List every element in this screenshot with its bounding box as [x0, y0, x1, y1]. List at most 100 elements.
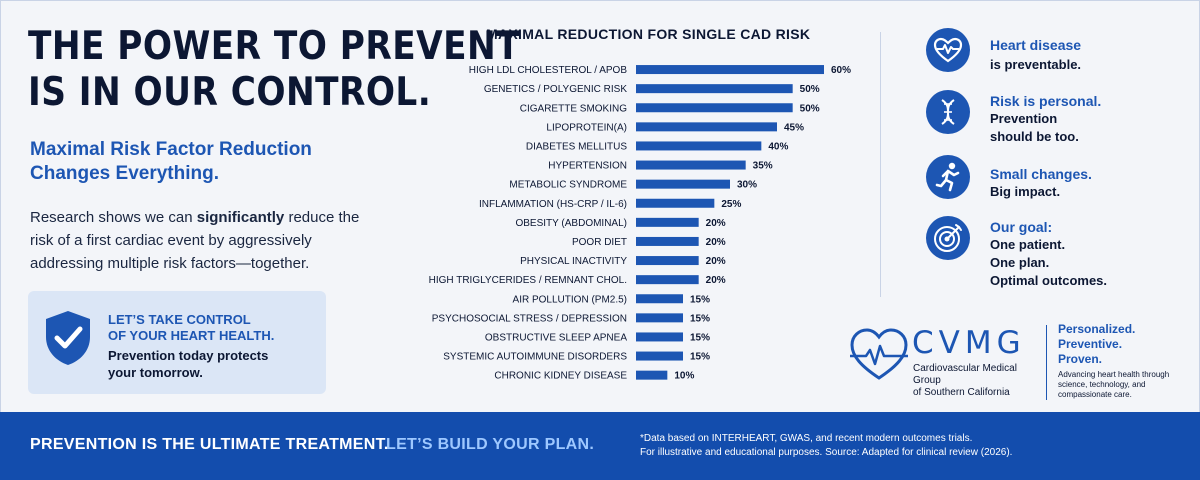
message-risk-personal: Risk is personal. Prevention should be t…	[926, 90, 1186, 148]
message-heart-disease: Heart disease is preventable.	[926, 28, 1186, 78]
value-label: 15%	[690, 313, 710, 324]
bar	[636, 236, 699, 246]
category-label: GENETICS / POLYGENIC RISK	[484, 84, 628, 95]
callout-title-line-2: OF YOUR HEART HEALTH.	[108, 328, 275, 343]
tagline-2: Preventive.	[1058, 337, 1123, 351]
value-label: 45%	[784, 122, 804, 133]
target-icon	[926, 216, 970, 260]
message-line: Big impact.	[990, 184, 1061, 199]
column-divider	[880, 32, 881, 297]
message-small-changes: Small changes. Big impact.	[926, 155, 1186, 203]
footer-banner: PREVENTION IS THE ULTIMATE TREATMENT. LE…	[0, 412, 1200, 480]
headline-line-2: IS IN OUR CONTROL.	[28, 70, 432, 115]
brand-subtitle-line-1: Cardiovascular Medical Group	[913, 363, 1017, 386]
runner-icon	[926, 155, 970, 199]
tagline-1: Personalized.	[1058, 322, 1136, 336]
body-text-start: Research shows we can	[30, 209, 197, 226]
message-title: Small changes.	[990, 166, 1092, 182]
callout-title: LET’S TAKE CONTROL OF YOUR HEART HEALTH.	[108, 312, 318, 344]
brand-divider	[1046, 325, 1047, 400]
value-label: 15%	[690, 332, 710, 343]
heart-pulse-icon	[926, 28, 970, 72]
cvmg-logo-heart-icon	[850, 328, 908, 380]
body-text: Research shows we can significantly redu…	[30, 206, 360, 275]
message-title: Heart disease	[990, 37, 1082, 53]
message-line: One patient.	[990, 237, 1066, 252]
bar	[636, 217, 699, 227]
headline: THE POWER TO PREVENT IS IN OUR CONTROL.	[28, 24, 520, 116]
category-label: CHRONIC KIDNEY DISEASE	[494, 371, 627, 382]
footer-note-line-1: *Data based on INTERHEART, GWAS, and rec…	[640, 433, 973, 444]
callout-card: LET’S TAKE CONTROL OF YOUR HEART HEALTH.…	[28, 291, 326, 394]
category-label: HIGH LDL CHOLESTEROL / APOB	[469, 65, 628, 76]
value-label: 15%	[690, 352, 710, 363]
brand-subtitle: Cardiovascular Medical Group of Southern…	[913, 363, 1043, 399]
category-label: METABOLIC SYNDROME	[509, 180, 627, 191]
bar	[636, 179, 730, 189]
value-label: 20%	[706, 237, 726, 248]
message-our-goal: Our goal: One patient. One plan. Optimal…	[926, 216, 1186, 290]
value-label: 40%	[768, 141, 788, 152]
callout-title-line-1: LET’S TAKE CONTROL	[108, 312, 251, 327]
category-label: OBESITY (ABDOMINAL)	[515, 218, 627, 229]
body-text-emphasis: significantly	[196, 209, 285, 226]
value-label: 60%	[831, 65, 851, 76]
message-line: should be too.	[990, 129, 1079, 144]
bar	[636, 160, 746, 170]
message-title: Our goal:	[990, 219, 1053, 235]
bar	[636, 294, 683, 304]
category-label: LIPOPROTEIN(A)	[546, 122, 627, 133]
brand-description: Advancing heart health through science, …	[1058, 370, 1188, 400]
dna-icon	[926, 90, 970, 134]
chart-title: MAXIMAL REDUCTION FOR SINGLE CAD RISK	[486, 26, 811, 42]
footer-cta: LET’S BUILD YOUR PLAN.	[386, 436, 595, 453]
footer-note-line-2: For illustrative and educational purpose…	[640, 447, 1013, 458]
category-label: DIABETES MELLITUS	[526, 141, 627, 152]
value-label: 20%	[706, 218, 726, 229]
category-label: INFLAMMATION (HS-CRP / IL-6)	[479, 199, 627, 210]
bar	[636, 351, 683, 361]
category-label: OBSTRUCTIVE SLEEP APNEA	[485, 332, 627, 343]
bar	[636, 275, 699, 285]
category-label: AIR POLLUTION (PM2.5)	[513, 294, 627, 305]
bar	[636, 332, 683, 342]
callout-text-line-1: Prevention today protects	[108, 348, 269, 363]
brand-tagline: Personalized. Preventive. Proven.	[1058, 322, 1188, 367]
brand-name: CVMG	[912, 325, 1026, 361]
message-line: Optimal outcomes.	[990, 273, 1108, 288]
category-label: HIGH TRIGLYCERIDES / REMNANT CHOL.	[429, 275, 627, 286]
message-line: One plan.	[990, 255, 1050, 270]
bar	[636, 65, 824, 75]
category-label: HYPERTENSION	[548, 161, 627, 172]
category-label: PSYCHOSOCIAL STRESS / DEPRESSION	[432, 313, 627, 324]
bar	[636, 256, 699, 266]
bar	[636, 122, 777, 132]
bar	[636, 103, 793, 113]
shield-check-icon	[46, 311, 90, 365]
value-label: 20%	[706, 256, 726, 267]
subhead: Maximal Risk Factor Reduction Changes Ev…	[30, 138, 410, 186]
category-label: PHYSICAL INACTIVITY	[520, 256, 627, 267]
bar	[636, 313, 683, 323]
message-line: Prevention	[990, 111, 1058, 126]
brand-description-line-3: compassionate care.	[1058, 390, 1132, 399]
brand-description-line-1: Advancing heart health through	[1058, 370, 1170, 379]
bar	[636, 198, 715, 208]
value-label: 15%	[690, 294, 710, 305]
brand-subtitle-line-2: of Southern California	[913, 387, 1010, 398]
value-label: 25%	[721, 199, 741, 210]
category-label: POOR DIET	[572, 237, 627, 248]
callout-text-line-2: your tomorrow.	[108, 365, 203, 380]
value-label: 20%	[706, 275, 726, 286]
bar	[636, 84, 793, 94]
message-line: is preventable.	[990, 57, 1082, 72]
brand-description-line-2: science, technology, and	[1058, 380, 1146, 389]
body-text-end: reduce the risk of a first cardiac event…	[30, 209, 360, 272]
bar	[636, 141, 762, 151]
value-label: 30%	[737, 180, 757, 191]
message-title: Risk is personal.	[990, 93, 1102, 109]
bar-chart: HIGH LDL CHOLESTEROL / APOB 60% GENETICS /…	[429, 65, 851, 382]
footer-statement: PREVENTION IS THE ULTIMATE TREATMENT.	[30, 436, 389, 453]
category-label: CIGARETTE SMOKING	[520, 103, 627, 114]
category-label: SYSTEMIC AUTOIMMUNE DISORDERS	[443, 352, 627, 363]
